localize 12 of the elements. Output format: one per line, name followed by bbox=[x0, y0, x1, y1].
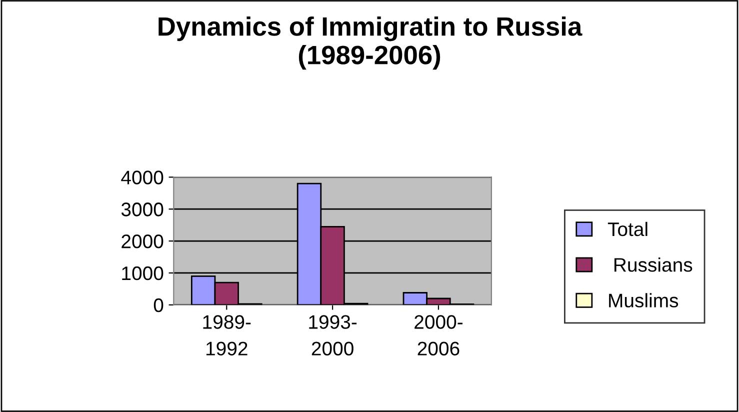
y-tick-label: 3000 bbox=[121, 202, 164, 216]
legend-label: Total bbox=[608, 222, 648, 236]
legend-label: Russians bbox=[614, 258, 692, 272]
legend-label: Muslims bbox=[609, 293, 678, 308]
chart-title: Dynamics of Immigratin to Russia (1989-2006) bbox=[158, 16, 582, 70]
x-tick-label: 2000- 2006 bbox=[414, 315, 462, 356]
x-tick-label: 1989- 1992 bbox=[203, 315, 251, 356]
y-tick-label: 0 bbox=[154, 298, 164, 312]
y-tick-label: 1000 bbox=[122, 266, 164, 280]
y-tick-label: 2000 bbox=[122, 234, 164, 248]
x-tick-label: 1993- 2000 bbox=[309, 315, 357, 356]
y-tick-label: 4000 bbox=[121, 170, 164, 184]
